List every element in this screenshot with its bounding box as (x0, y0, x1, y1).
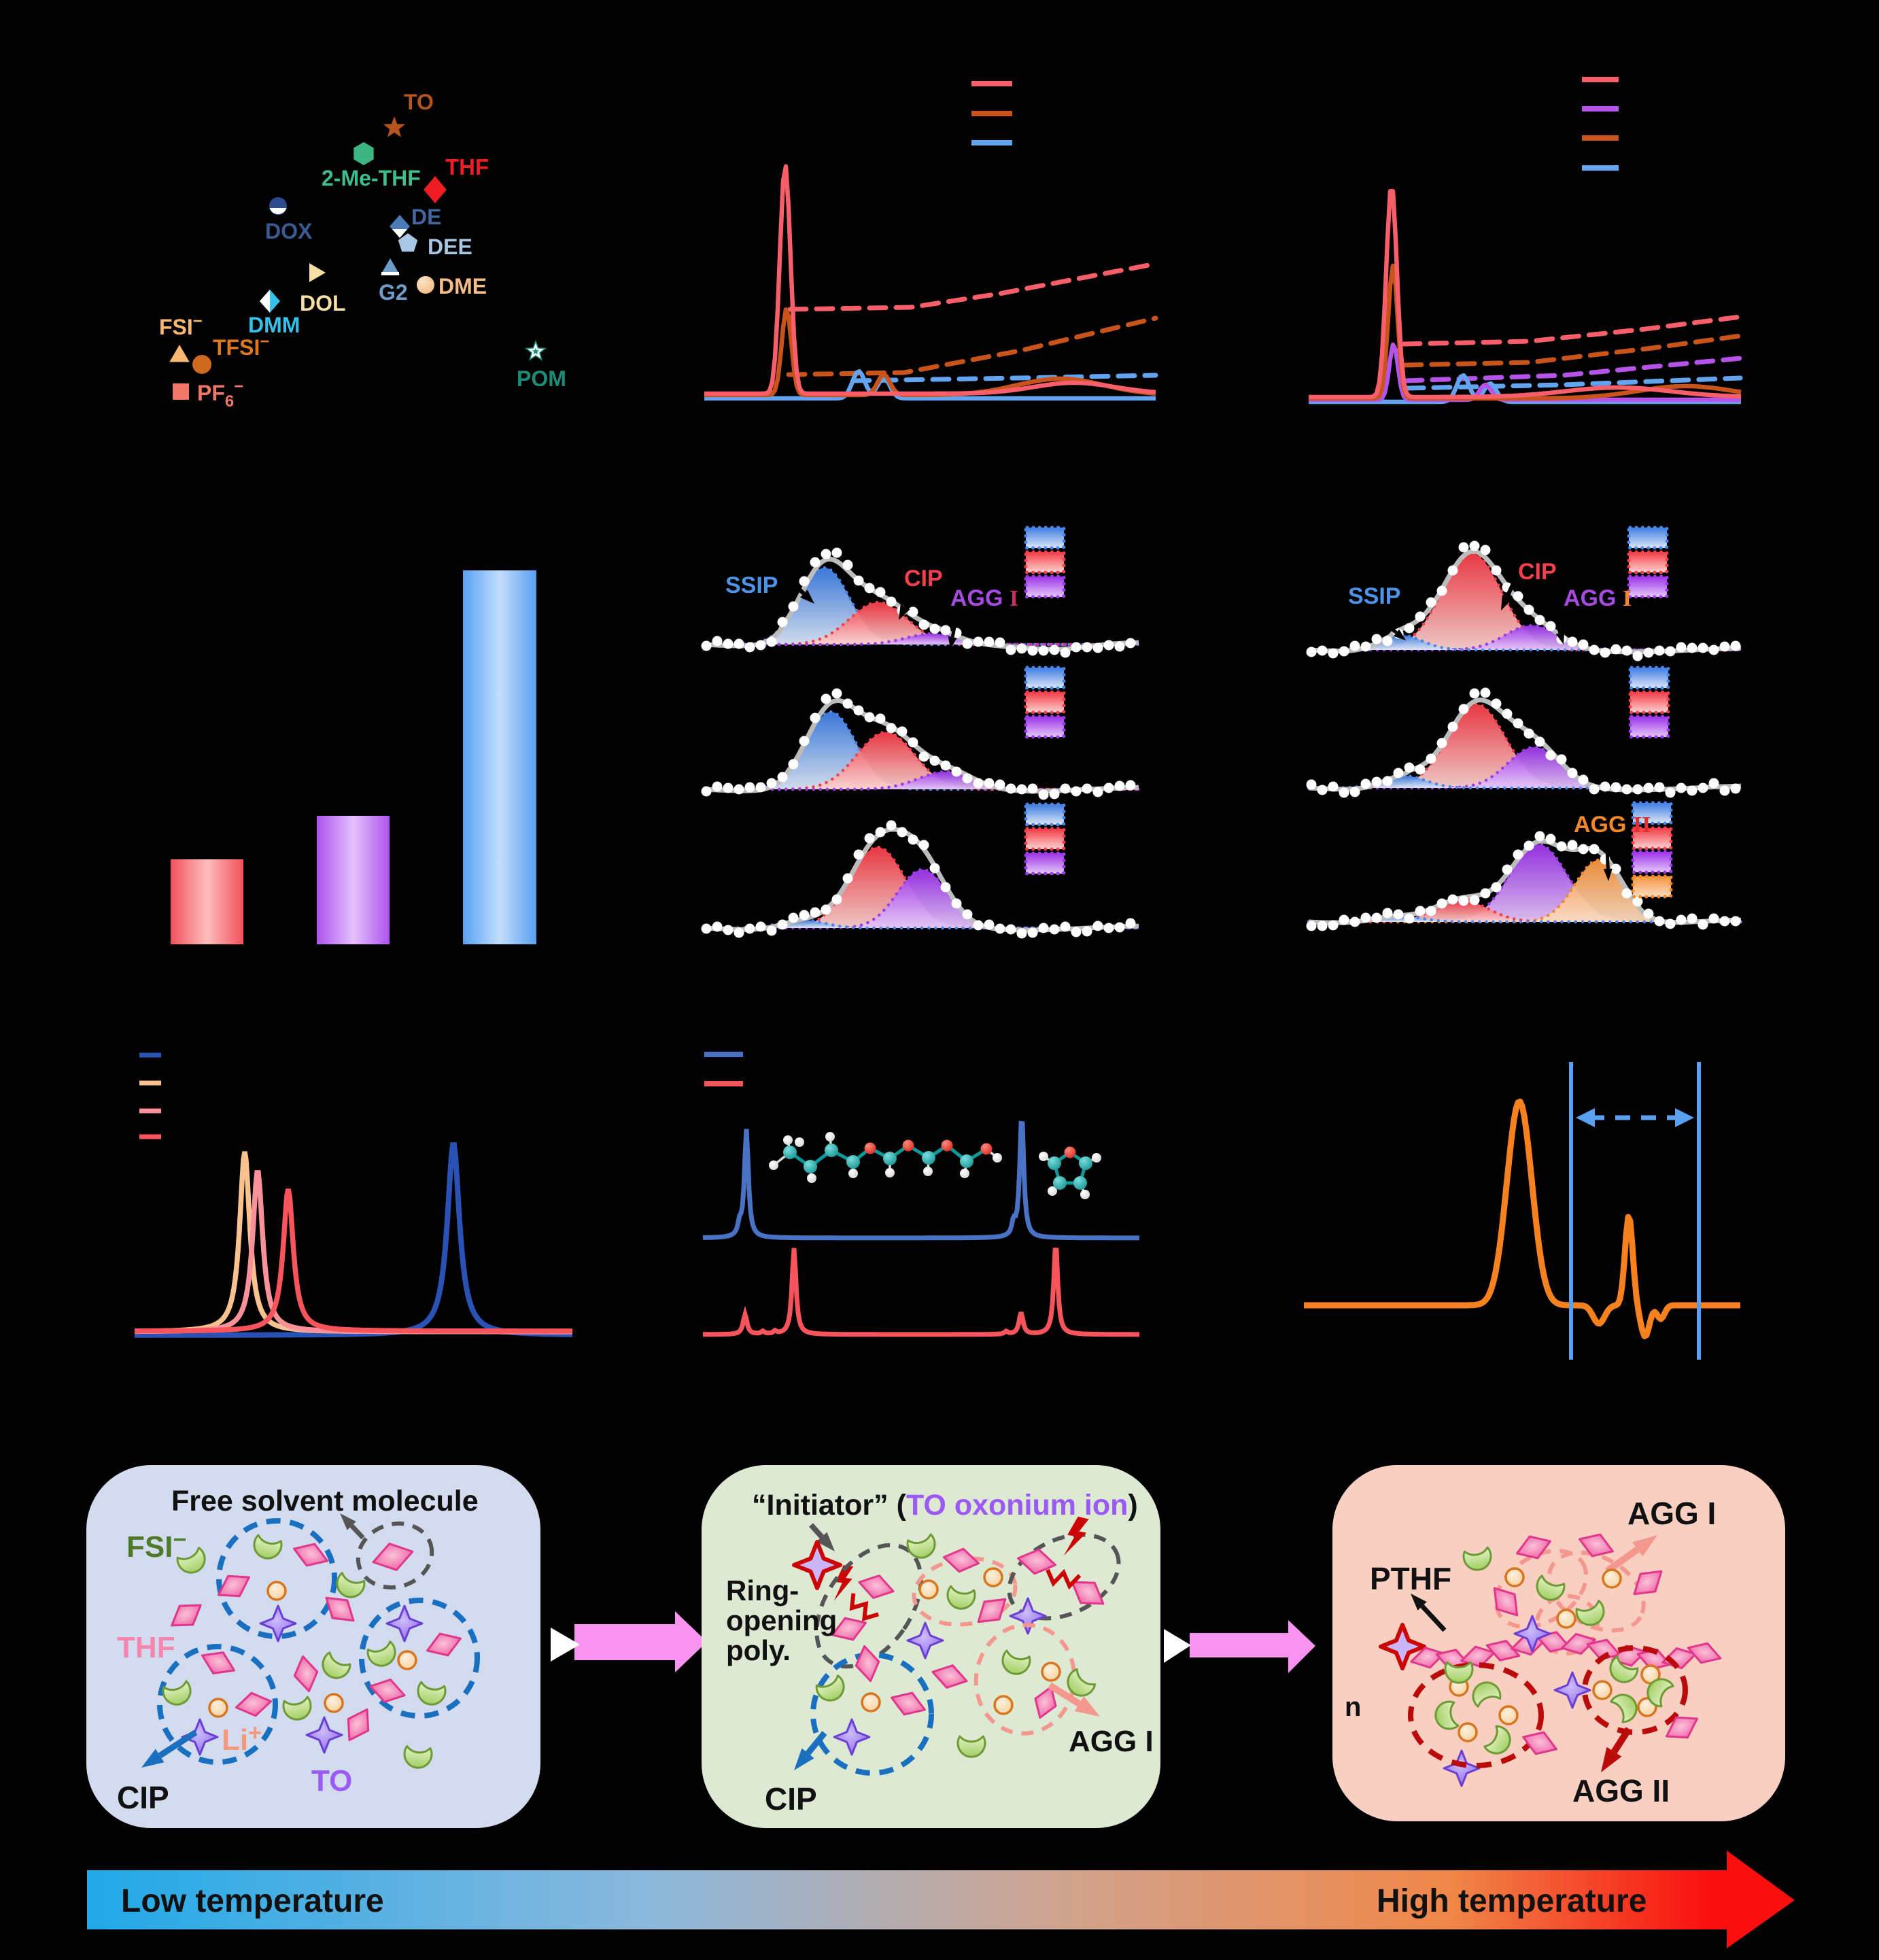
svg-text:CIP: CIP (117, 1780, 169, 1815)
svg-text:DEE: DEE (428, 235, 472, 259)
svg-text:THF: THF (445, 154, 489, 179)
svg-text:AGG II: AGG II (1572, 1773, 1670, 1808)
svg-text:AGG I: AGG I (1627, 1496, 1716, 1531)
svg-text:Li+: Li+ (222, 1720, 262, 1757)
svg-text:poly.: poly. (726, 1634, 791, 1666)
svg-text:SSIP: SSIP (1348, 583, 1400, 609)
svg-text:n: n (1345, 1692, 1361, 1722)
svg-text:AGG I: AGG I (950, 585, 1018, 611)
svg-text:Low temperature: Low temperature (121, 1883, 384, 1919)
svg-text:AGG II: AGG II (1574, 812, 1651, 838)
svg-text:Ring-: Ring- (726, 1575, 799, 1606)
svg-text:DME: DME (438, 274, 487, 298)
svg-text:Free solvent molecule: Free solvent molecule (171, 1485, 479, 1517)
svg-text:2-Me-THF: 2-Me-THF (322, 166, 421, 190)
svg-text:DOL: DOL (300, 291, 346, 315)
svg-text:SSIP: SSIP (725, 572, 778, 598)
svg-text:DOX: DOX (265, 219, 313, 243)
svg-text:PTHF: PTHF (1370, 1561, 1451, 1596)
svg-text:High temperature: High temperature (1377, 1883, 1647, 1919)
svg-text:CIP: CIP (904, 566, 943, 591)
svg-text:CIP: CIP (765, 1781, 817, 1817)
svg-text:DE: DE (411, 205, 441, 229)
svg-text:AGG I: AGG I (1564, 585, 1632, 611)
svg-text:TFSI−: TFSI− (213, 332, 269, 360)
svg-text:CIP: CIP (1518, 559, 1557, 585)
svg-text:DMM: DMM (248, 313, 300, 337)
svg-text:opening: opening (726, 1604, 837, 1636)
svg-text:AGG I: AGG I (1069, 1725, 1154, 1758)
svg-text:“Initiator” (TO oxonium ion): “Initiator” (TO oxonium ion) (752, 1489, 1138, 1521)
svg-text:TO: TO (404, 90, 434, 114)
svg-text:THF: THF (117, 1631, 175, 1664)
svg-text:POM: POM (517, 366, 566, 391)
svg-text:G2: G2 (379, 280, 408, 305)
svg-text:TO: TO (311, 1764, 352, 1798)
